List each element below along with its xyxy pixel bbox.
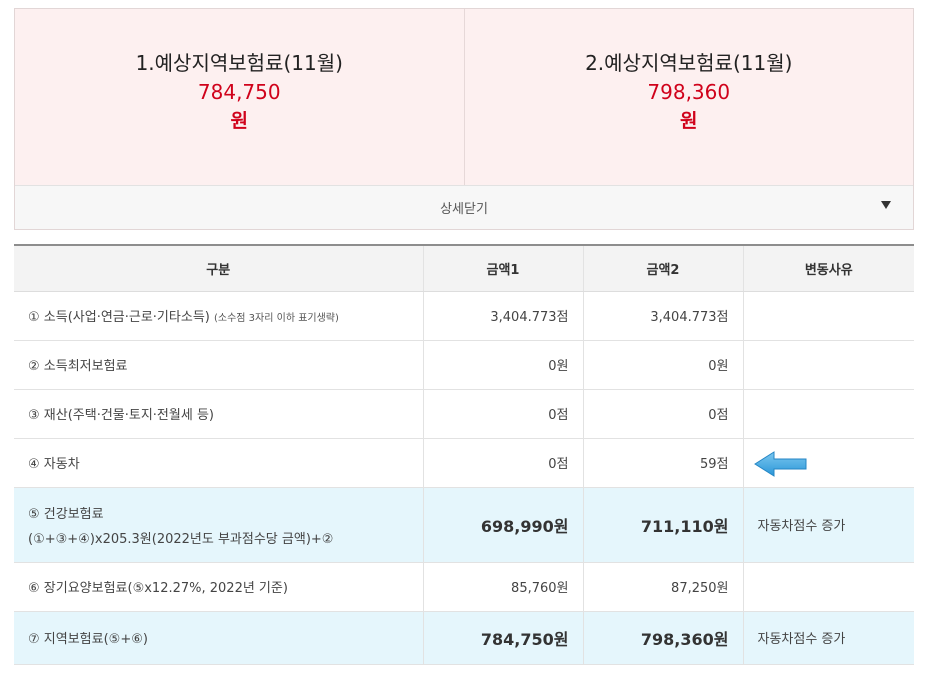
row-reason — [742, 562, 914, 612]
summary-amount: 798,360 — [647, 80, 731, 104]
row-label: ② 소득최저보험료 — [14, 340, 423, 390]
row-label: ① 소득(사업·연금·근로·기타소득) — [28, 310, 210, 325]
summary-item-2: 2.예상지역보험료(11월) 798,360 원 — [463, 9, 914, 185]
row-note: (소수점 3자리 이하 표기생략) — [214, 313, 339, 324]
row-label: ⑦ 지역보험료(⑤+⑥) — [14, 611, 423, 665]
table-row-total: ⑦ 지역보험료(⑤+⑥) 784,750원 798,360원 자동차점수 증가 — [14, 611, 914, 665]
row-amount1: 3,404.773점 — [422, 291, 583, 341]
table-header-row: 구분 금액1 금액2 변동사유 — [14, 244, 914, 292]
row-label: ⑥ 장기요양보험료(⑤x12.27%, 2022년 기준) — [14, 562, 423, 612]
summary-panel: 1.예상지역보험료(11월) 784,750 원 2.예상지역보험료(11월) … — [14, 8, 914, 230]
row-label-cell: ⑤ 건강보험료 (①+③+④)x205.3원(2022년도 부과점수당 금액)+… — [14, 487, 423, 563]
summary-item-1: 1.예상지역보험료(11월) 784,750 원 — [15, 9, 464, 185]
row-amount1: 0원 — [422, 340, 583, 390]
row-label-formula: (①+③+④)x205.3원(2022년도 부과점수당 금액)+② — [28, 531, 334, 547]
summary-unit: 원 — [230, 110, 248, 132]
header-reason: 변동사유 — [742, 244, 914, 292]
summary-top: 1.예상지역보험료(11월) 784,750 원 2.예상지역보험료(11월) … — [15, 9, 913, 185]
header-amount1: 금액1 — [422, 244, 583, 292]
row-amount1: 85,760원 — [422, 562, 583, 612]
row-amount2: 798,360원 — [582, 611, 743, 665]
table-row: ② 소득최저보험료 0원 0원 — [14, 340, 914, 390]
row-amount1: 0점 — [422, 438, 583, 488]
table-row: ⑥ 장기요양보험료(⑤x12.27%, 2022년 기준) 85,760원 87… — [14, 562, 914, 612]
row-amount2: 87,250원 — [582, 562, 743, 612]
row-amount1: 698,990원 — [422, 487, 583, 563]
row-reason — [742, 291, 914, 341]
detail-table: 구분 금액1 금액2 변동사유 ① 소득(사업·연금·근로·기타소득) (소수점… — [14, 244, 914, 665]
detail-toggle-button[interactable]: 상세닫기 — [15, 185, 913, 229]
left-arrow-icon — [753, 450, 806, 477]
summary-title: 1.예상지역보험료(11월) — [135, 51, 343, 75]
row-label-cell: ① 소득(사업·연금·근로·기타소득) (소수점 3자리 이하 표기생략) — [14, 291, 423, 341]
row-reason — [742, 340, 914, 390]
row-amount1: 784,750원 — [422, 611, 583, 665]
table-row: ① 소득(사업·연금·근로·기타소득) (소수점 3자리 이하 표기생략) 3,… — [14, 291, 914, 341]
row-reason — [742, 438, 914, 488]
row-label: ④ 자동차 — [14, 438, 423, 488]
header-amount2: 금액2 — [582, 244, 743, 292]
row-reason: 자동차점수 증가 — [742, 611, 914, 665]
row-reason: 자동차점수 증가 — [742, 487, 914, 563]
summary-title: 2.예상지역보험료(11월) — [585, 51, 793, 75]
row-label: ③ 재산(주택·건물·토지·전월세 등) — [14, 389, 423, 439]
header-category: 구분 — [14, 244, 423, 292]
row-amount2: 3,404.773점 — [582, 291, 743, 341]
row-amount2: 0원 — [582, 340, 743, 390]
row-amount2: 0점 — [582, 389, 743, 439]
row-label: ⑤ 건강보험료 — [28, 506, 104, 522]
detail-toggle-label: 상세닫기 — [440, 202, 488, 217]
summary-amount: 784,750 — [197, 80, 281, 104]
table-row: ④ 자동차 0점 59점 — [14, 438, 914, 488]
summary-unit: 원 — [680, 110, 698, 132]
triangle-down-icon — [881, 201, 891, 209]
row-reason — [742, 389, 914, 439]
table-row: ③ 재산(주택·건물·토지·전월세 등) 0점 0점 — [14, 389, 914, 439]
row-amount2: 59점 — [582, 438, 743, 488]
row-amount1: 0점 — [422, 389, 583, 439]
row-amount2: 711,110원 — [582, 487, 743, 563]
table-row-highlight: ⑤ 건강보험료 (①+③+④)x205.3원(2022년도 부과점수당 금액)+… — [14, 487, 914, 563]
